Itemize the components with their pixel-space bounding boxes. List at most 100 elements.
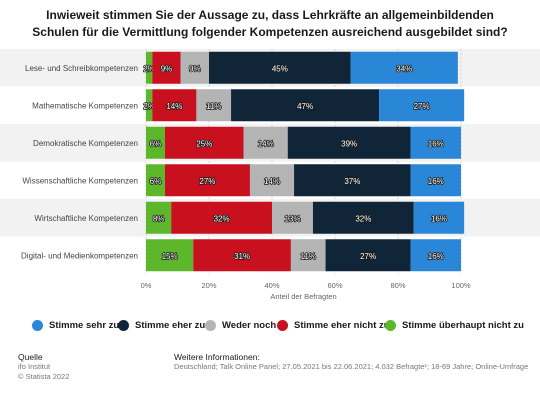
stacked-bar-chart: 2% 9% 9% 45% 34% Lese- und Schreibkompetenzen… xyxy=(0,49,540,301)
legend-label: Weder noch xyxy=(222,320,277,331)
data-label: 27% xyxy=(414,102,430,111)
bar-segment xyxy=(287,126,411,159)
bar-segment xyxy=(325,239,411,272)
category-label: Wissenschaftliche Kompetenzen xyxy=(22,176,138,185)
data-label: 14% xyxy=(258,139,274,148)
legend-swatch xyxy=(385,320,396,331)
category-label: Wirtschaftliche Kompetenzen xyxy=(34,214,138,223)
legend-label: Stimme eher zu xyxy=(135,320,206,331)
bar-segment xyxy=(146,126,165,159)
info-text: Deutschland; Talk Online Panel; 27.05.20… xyxy=(174,362,529,371)
data-label: 27% xyxy=(199,177,215,186)
x-tick-label: 40% xyxy=(264,281,279,290)
data-label: 16% xyxy=(428,139,444,148)
data-label: 37% xyxy=(344,177,360,186)
legend-item[interactable]: Stimme sehr zu xyxy=(32,320,119,331)
data-label: 25% xyxy=(196,139,212,148)
bar-segment xyxy=(146,239,194,272)
data-label: 6% xyxy=(150,139,162,148)
bar-segment xyxy=(350,51,458,84)
bar-segment xyxy=(164,126,244,159)
data-label: 15% xyxy=(162,252,178,261)
data-label: 27% xyxy=(360,252,376,261)
data-label: 32% xyxy=(214,214,230,223)
data-label: 14% xyxy=(166,102,182,111)
x-tick-label: 60% xyxy=(327,281,342,290)
bar-segment xyxy=(193,239,291,272)
category-label: Mathematische Kompetenzen xyxy=(32,101,138,110)
data-label: 2% xyxy=(143,102,155,111)
bar-segment xyxy=(410,239,461,272)
bar-segment xyxy=(146,89,153,122)
legend-swatch xyxy=(277,320,288,331)
chart-title-line-1: Inwieweit stimmen Sie der Aussage zu, da… xyxy=(46,8,494,22)
x-axis-label: Anteil der Befragten xyxy=(270,292,336,301)
data-label: 13% xyxy=(284,214,300,223)
source-block: Quelle ifo Institut © Statista 2022 xyxy=(18,352,69,382)
bar-segment xyxy=(152,51,181,84)
x-tick-label: 20% xyxy=(201,281,216,290)
bar-segment xyxy=(146,51,153,84)
legend-item[interactable]: Stimme eher nicht zu xyxy=(277,320,390,331)
bar-segment xyxy=(164,164,250,197)
data-label: 45% xyxy=(272,64,288,73)
bar-segment xyxy=(294,164,411,197)
bar-segment xyxy=(312,201,414,234)
legend-item[interactable]: Stimme überhaupt nicht zu xyxy=(385,320,524,331)
legend-swatch xyxy=(32,320,43,331)
source-line-1: ifo Institut xyxy=(18,362,51,371)
bar-segment xyxy=(249,164,295,197)
source-heading: Quelle xyxy=(18,352,43,362)
bar-segment xyxy=(413,201,465,234)
bar-segment xyxy=(209,51,351,84)
bar-segment xyxy=(231,89,380,122)
data-label: 34% xyxy=(396,64,412,73)
bar-segment xyxy=(171,201,272,234)
bar-segment xyxy=(272,201,313,234)
data-label: 2% xyxy=(143,64,155,73)
category-label: Demokratische Kompetenzen xyxy=(33,139,138,148)
data-label: 39% xyxy=(341,139,357,148)
bar-segment xyxy=(379,89,465,122)
legend-label: Stimme sehr zu xyxy=(49,320,120,331)
bar-segment xyxy=(146,164,165,197)
data-label: 8% xyxy=(153,214,165,223)
bar-segment xyxy=(410,126,461,159)
info-heading: Weitere Informationen: xyxy=(174,352,260,362)
bar-segment xyxy=(180,51,209,84)
data-label: 16% xyxy=(431,214,447,223)
chart-title-line-2: Schulen für die Vermittlung folgender Ko… xyxy=(32,25,508,39)
category-label: Digital- und Medienkompetenzen xyxy=(21,251,138,260)
x-tick-label: 80% xyxy=(390,281,405,290)
data-label: 14% xyxy=(264,177,280,186)
data-label: 9% xyxy=(189,64,201,73)
data-label: 16% xyxy=(428,252,444,261)
data-label: 47% xyxy=(297,102,313,111)
category-label: Lese- und Schreibkompetenzen xyxy=(25,64,138,73)
chart-title: Inwieweit stimmen Sie der Aussage zu, da… xyxy=(0,7,540,41)
legend-label: Stimme eher nicht zu xyxy=(294,320,390,331)
legend-item[interactable]: Stimme eher zu xyxy=(118,320,205,331)
bar-segment xyxy=(410,164,461,197)
bar-segment xyxy=(196,89,232,122)
data-label: 32% xyxy=(355,214,371,223)
legend-label: Stimme überhaupt nicht zu xyxy=(402,320,524,331)
bar-segment xyxy=(152,89,197,122)
data-label: 16% xyxy=(428,177,444,186)
chart-legend: Stimme sehr zu Stimme eher zu Weder noch St… xyxy=(0,320,540,336)
data-label: 6% xyxy=(150,177,162,186)
bar-segment xyxy=(146,201,172,234)
bar-segment xyxy=(290,239,326,272)
legend-swatch xyxy=(205,320,216,331)
data-label: 31% xyxy=(234,252,250,261)
info-block: Weitere Informationen: Deutschland; Talk… xyxy=(174,352,528,372)
data-label: 9% xyxy=(161,64,173,73)
x-tick-label: 0% xyxy=(141,281,152,290)
data-label: 11% xyxy=(301,252,316,261)
bar-segment xyxy=(243,126,288,159)
source-line-2: © Statista 2022 xyxy=(18,372,70,381)
x-tick-label: 100% xyxy=(451,281,471,290)
data-label: 11% xyxy=(206,102,221,111)
legend-item[interactable]: Weder noch xyxy=(205,320,276,331)
legend-swatch xyxy=(118,320,129,331)
